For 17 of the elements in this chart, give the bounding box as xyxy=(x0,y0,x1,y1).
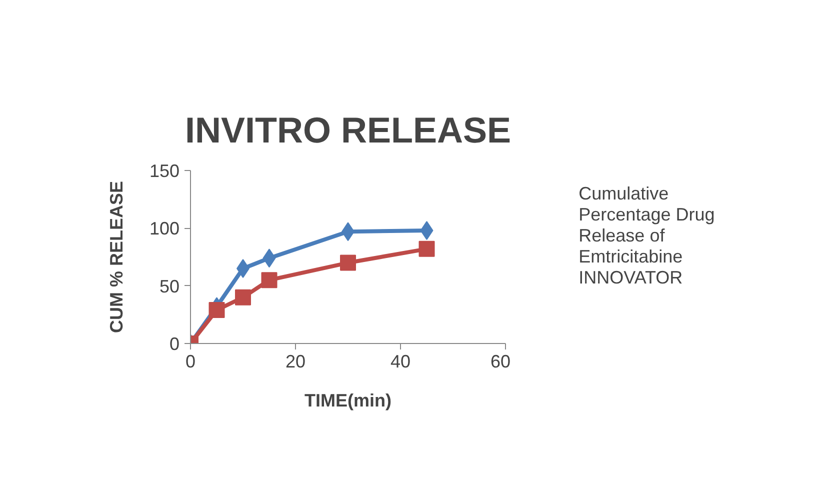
y-tick-label: 0 xyxy=(169,334,180,354)
point xyxy=(235,289,251,306)
y-tick-label: 100 xyxy=(149,218,180,239)
point xyxy=(261,272,278,288)
point xyxy=(418,240,435,257)
point xyxy=(340,254,356,271)
x-tick-label: 60 xyxy=(490,352,511,372)
text: Cumulative Percentage Drug Release of Emtricitabine INNOVATOR xyxy=(578,183,715,288)
y-tick-label: 150 xyxy=(149,161,180,181)
x-tick-label: 40 xyxy=(390,352,411,372)
point xyxy=(208,302,225,318)
x-axis-title: TIME(min) xyxy=(304,390,392,410)
chart-title: INVITRO RELEASE xyxy=(184,110,512,150)
y-tick-label: 50 xyxy=(159,276,180,296)
x-tick-label: 20 xyxy=(285,352,306,372)
x-tick-label: 0 xyxy=(185,352,196,372)
y-axis-title: CUM % RELEASE xyxy=(106,180,126,334)
